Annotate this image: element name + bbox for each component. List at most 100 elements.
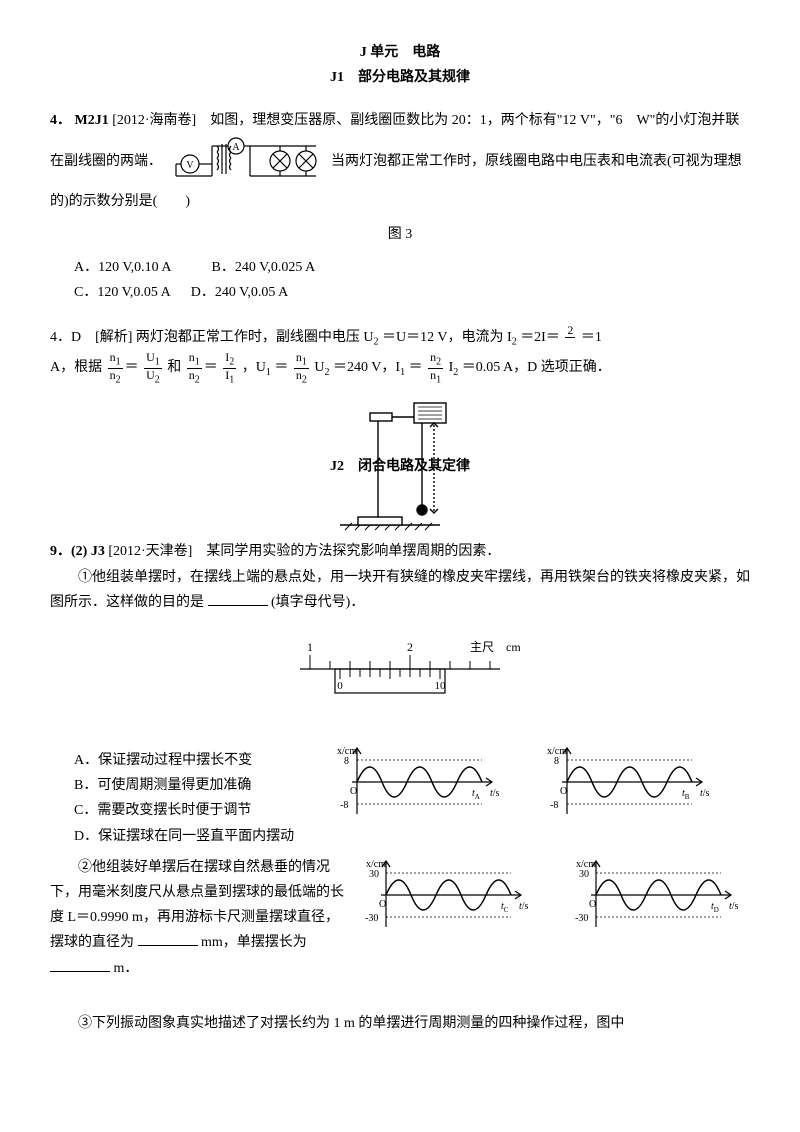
unit-title: J 单元 电路 <box>50 40 750 65</box>
q9-p2-a: ②他组装好单摆后在摆球自然悬垂的情况下，用毫米刻度尺从悬点量到摆球的最低端的长度… <box>50 860 344 925</box>
sine-graph-c: x/cm 30 -30 O tC t/s <box>361 855 531 935</box>
vernier-ruler-diagram: 1 2 主尺 cm 0 10 <box>50 639 750 718</box>
q9-p1-tail: (填字母代号)． <box>271 595 364 610</box>
frac-i-ratio: I2 I1 <box>223 351 236 385</box>
sub-2h: 2 <box>453 367 458 378</box>
svg-text:tA: tA <box>472 788 480 801</box>
frac-num-u1: U1 <box>144 351 162 368</box>
q9-option-d: D．保证摆球在同一竖直平面内摆动 <box>74 824 294 849</box>
q4-ans-a: 4．D [解析] 两灯泡都正常工作时，副线圈中电压 U <box>50 329 374 344</box>
q9-option-c: C．需要改变摆长时便于调节 <box>74 798 294 823</box>
q9-source: [2012·天津卷] 某同学用实验的方法探究影响单摆周期的因素． <box>108 544 500 559</box>
ga-O: O <box>350 786 357 797</box>
frac-den-n2b: n2 <box>187 369 202 385</box>
q9-number: 9．(2) <box>50 544 87 559</box>
section-title: J1 部分电路及其规律 <box>50 65 750 90</box>
q4-l2-e: U <box>314 360 324 375</box>
frac-num-n1: n1 <box>108 351 123 368</box>
gc-y30: 30 <box>369 869 379 880</box>
gb-y8: 8 <box>554 756 559 767</box>
q4-options: A．120 V,0.10 A B．240 V,0.025 A C．120 V,0… <box>74 255 750 305</box>
q4-ans-c: ＝2I＝ <box>520 329 560 344</box>
q4-l2-b: 和 <box>167 360 181 375</box>
frac-2p: 2 <box>565 324 575 351</box>
q4-l2-g: ＝ <box>409 360 423 375</box>
svg-text:tC: tC <box>501 901 509 914</box>
q9-p1-text: ①他组装单摆时，在摆线上端的悬点处，用一块开有狭缝的橡皮夹牢摆线，再用铁架台的铁… <box>50 570 750 610</box>
sine-graph-a: x/cm 8 -8 O tA t/s <box>332 742 502 822</box>
ruler-main-label: 主尺 cm <box>470 640 520 654</box>
gc-O: O <box>379 899 386 910</box>
svg-text:A: A <box>232 142 240 153</box>
gd-y30n: -30 <box>575 913 588 924</box>
q9-p2: ②他组装好单摆后在摆球自然悬垂的情况下，用毫米刻度尺从悬点量到摆球的最低端的长度… <box>50 855 351 981</box>
frac-num: 2 <box>565 324 575 338</box>
q4-l2-c: ，U <box>242 360 266 375</box>
frac-num-n1c: n1 <box>294 351 309 368</box>
frac-den-i1: I1 <box>223 369 236 385</box>
q4-ans-b: ＝U＝12 V，电流为 I <box>382 329 512 344</box>
q9-p1: ①他组装单摆时，在摆线上端的悬点处，用一块开有狭缝的橡皮夹牢摆线，再用铁架台的铁… <box>50 565 750 615</box>
q4-option-b: B．240 V,0.025 A <box>212 255 316 280</box>
q4-ans-d: ＝1 <box>581 329 602 344</box>
q4-l2-f: ＝240 V，I <box>333 360 400 375</box>
frac-num-n2d: n2 <box>428 351 443 368</box>
frac-num-i2: I2 <box>223 351 236 368</box>
q9-option-b: B．可使周期测量得更加准确 <box>74 773 294 798</box>
q9-p2-c: mm，单摆摆长为 <box>201 935 307 950</box>
ruler-tick-2: 2 <box>407 640 413 654</box>
ga-y8: 8 <box>344 756 349 767</box>
sine-graph-b: x/cm 8 -8 O tB t/s <box>542 742 712 822</box>
frac-den-n2: n2 <box>108 369 123 385</box>
q4-l2-d: ＝ <box>274 360 288 375</box>
q9-p2-blank2 <box>50 957 110 972</box>
q9-p2-b: 摆球的直径为 <box>50 935 134 950</box>
svg-text:t/s: t/s <box>700 788 710 799</box>
svg-text:tD: tD <box>711 901 719 914</box>
sub-2b: 2 <box>512 336 517 347</box>
sub-1c: 1 <box>266 367 271 378</box>
ruler-v10: 10 <box>435 680 447 692</box>
question-4: 4． M2J1 [2012·海南卷] 如图，理想变压器原、副线圈匝数比为 20：… <box>50 108 750 214</box>
q4-l2-a: A，根据 <box>50 360 102 375</box>
frac-u-ratio: U1 U2 <box>144 351 162 385</box>
figure-3-label: 图 3 <box>50 222 750 247</box>
q4-answer: 4．D [解析] 两灯泡都正常工作时，副线圈中电压 U 2 ＝U＝12 V，电流为… <box>50 324 750 352</box>
transformer-circuit-icon: V A <box>172 134 322 189</box>
q9-p3: ③下列振动图象真实地描述了对摆长约为 1 m 的单摆进行周期测量的四种操作过程，… <box>50 1011 750 1036</box>
q9-options-graphs-row1: A．保证摆动过程中摆长不变 B．可使周期测量得更加准确 C．需要改变摆长时便于调… <box>50 742 750 855</box>
svg-text:t/s: t/s <box>519 901 529 912</box>
q9-p2-row: ②他组装好单摆后在摆球自然悬垂的情况下，用毫米刻度尺从悬点量到摆球的最低端的长度… <box>50 855 750 981</box>
frac-n-ratio2: n1 n2 <box>187 351 202 385</box>
q9-p1-blank <box>208 591 268 606</box>
frac-den-n2c: n2 <box>294 369 309 385</box>
frac-num-n1b: n1 <box>187 351 202 368</box>
q9-option-a: A．保证摆动过程中摆长不变 <box>74 748 294 773</box>
q4-answer-line2: A，根据 n1 n2 ＝ U1 U2 和 n1 n2 ＝ I2 I1 ，U1 ＝… <box>50 351 750 385</box>
svg-text:tB: tB <box>682 788 690 801</box>
gd-y30: 30 <box>579 869 589 880</box>
gb-y8n: -8 <box>550 800 558 811</box>
gc-y30n: -30 <box>365 913 378 924</box>
sub-2e: 2 <box>325 367 330 378</box>
q9-p2-d: m． <box>114 961 139 976</box>
ruler-tick-1: 1 <box>307 640 313 654</box>
q4-l2-i: ＝0.05 A，D 选项正确． <box>462 360 611 375</box>
q4-option-d: D．240 V,0.05 A <box>191 280 289 305</box>
q9-p2-blank1 <box>138 931 198 946</box>
frac-den-blank <box>565 338 575 351</box>
ga-y8n: -8 <box>340 800 348 811</box>
svg-text:t/s: t/s <box>490 788 500 799</box>
q4-number: 4． <box>50 113 71 128</box>
svg-text:t/s: t/s <box>729 901 739 912</box>
frac-n-ratio: n1 n2 <box>108 351 123 385</box>
gb-O: O <box>560 786 567 797</box>
frac-nr4: n2 n1 <box>428 351 443 385</box>
frac-nr3: n1 n2 <box>294 351 309 385</box>
ruler-v0: 0 <box>337 680 343 692</box>
sub-1f: 1 <box>400 367 405 378</box>
q4-option-c: C．120 V,0.05 A <box>74 280 171 305</box>
sine-graph-d: x/cm 30 -30 O tD t/s <box>571 855 741 935</box>
j2-section-title: J2 闭合电路及其定律 <box>50 454 750 479</box>
gd-O: O <box>589 899 596 910</box>
